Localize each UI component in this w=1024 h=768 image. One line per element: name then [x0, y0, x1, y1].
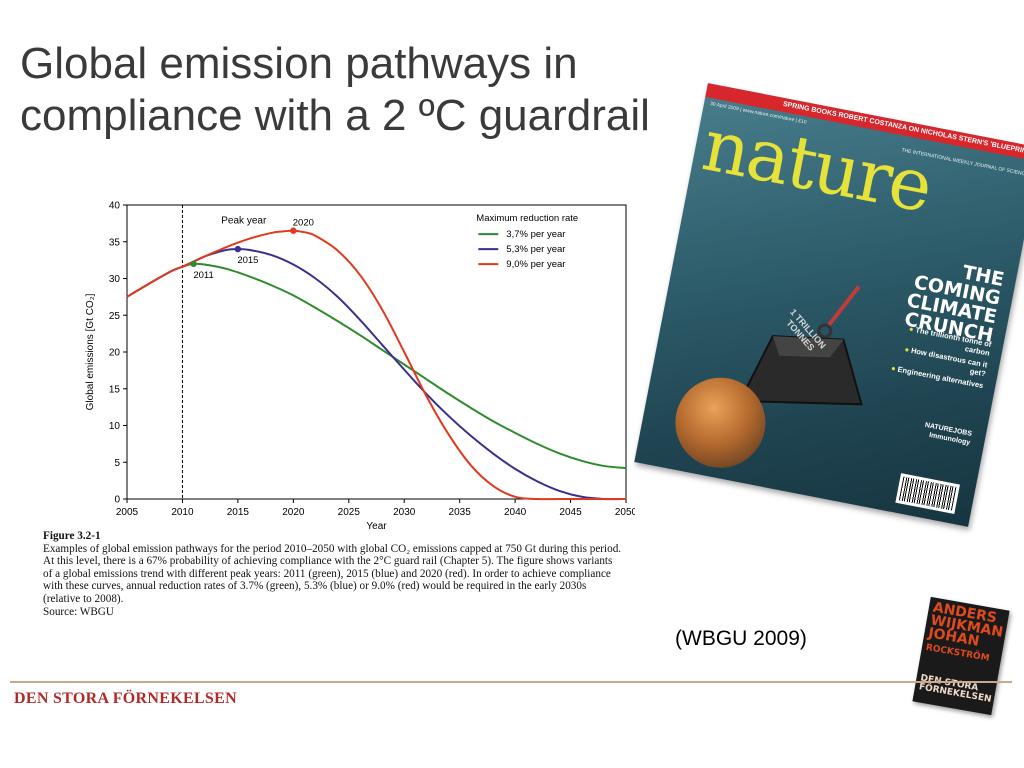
book-title: DEN STORA FÖRNEKELSEN [918, 673, 993, 704]
book-author-line: ROCKSTRÖM [925, 642, 991, 664]
legend-label-2: 5,3% per year [506, 244, 565, 255]
y-tick-label: 30 [109, 274, 121, 285]
peak-label-2011: 2011 [193, 270, 213, 281]
y-axis: 0 5 10 15 20 25 30 35 40 Global emissions [Gt CO₂… [85, 201, 127, 506]
footer-divider [10, 681, 1012, 683]
chart-legend: Maximum reduction rate 3,7% per year 5,3% … [476, 213, 578, 270]
peak-year-annotation: Peak year [221, 215, 267, 226]
caption-line: Examples of global emission pathways for… [43, 542, 622, 555]
slide-title: Global emission pathways in compliance w… [20, 38, 780, 142]
caption-line: (relative to 2008). [43, 592, 124, 605]
series-line-1 [126, 262, 627, 470]
y-tick-label: 10 [109, 421, 121, 432]
y-tick-label: 25 [109, 311, 121, 322]
peak-label-2015: 2015 [237, 255, 258, 266]
y-tick-label: 5 [114, 458, 120, 469]
y-tick-label: 40 [109, 201, 121, 212]
x-tick-label: 2005 [116, 507, 139, 518]
footer-brand: DEN STORA FÖRNEKELSEN [14, 690, 237, 707]
x-tick-label: 2030 [393, 507, 416, 518]
series-line-2 [126, 248, 627, 501]
series-line-3 [126, 229, 626, 501]
x-tick-label: 2050 [615, 507, 635, 518]
y-tick-label: 35 [109, 237, 121, 248]
peak-point-2015 [234, 245, 242, 253]
y-axis-label: Global emissions [Gt CO₂] [85, 293, 96, 410]
caption-title: Figure 3.2-1 [43, 530, 101, 542]
x-tick-label: 2015 [227, 507, 250, 518]
legend-title: Maximum reduction rate [476, 213, 578, 224]
peak-label-2020: 2020 [293, 218, 314, 229]
legend-label-3: 9,0% per year [506, 259, 565, 270]
slide-title-line-2: compliance with a 2 ºC guardrail [20, 91, 650, 140]
x-axis-label: Year [366, 521, 387, 532]
book-cover: ANDERS WIJKMAN JOHAN ROCKSTRÖM DEN STORA… [912, 596, 1010, 716]
caption-line: of a global emissions trend with differe… [43, 567, 611, 580]
emissions-chart: 0 5 10 15 20 25 30 35 40 Global emissions [Gt CO₂… [75, 195, 638, 535]
peak-markers: 2011 2015 2020 Peak year [190, 215, 314, 281]
x-tick-label: 2035 [449, 507, 472, 518]
peak-point-2011 [190, 260, 197, 267]
x-tick-label: 2010 [171, 507, 194, 518]
magazine-jobs: NATUREJOBS Immunology [922, 421, 972, 448]
y-tick-label: 15 [109, 384, 121, 395]
x-tick-label: 2025 [338, 507, 361, 518]
peak-point-2020 [290, 227, 297, 234]
citation: (WBGU 2009) [675, 627, 807, 650]
y-tick-label: 20 [109, 348, 121, 359]
nature-magazine-cover: SPRING BOOKS ROBERT COSTANZA ON NICHOLAS… [634, 83, 1024, 527]
x-tick-label: 2040 [504, 507, 527, 518]
caption-line: At this level, there is a 67% probabilit… [43, 555, 613, 568]
x-tick-label: 2020 [282, 507, 305, 518]
weight-illustration [738, 285, 863, 406]
barcode-icon [895, 473, 960, 515]
book-authors: ANDERS WIJKMAN JOHAN ROCKSTRÖM [925, 600, 1006, 667]
y-tick-label: 0 [114, 495, 120, 506]
x-tick-label: 2045 [559, 507, 582, 518]
figure-caption: Figure 3.2-1 Examples of global emission… [43, 530, 703, 618]
x-axis: 2005 2010 2015 2020 2025 2030 2035 2040 2045 2050… [116, 499, 638, 532]
caption-source: Source: WBGU [43, 605, 114, 618]
slide-title-line-1: Global emission pathways in [20, 39, 578, 88]
caption-line: with these curves, annual reduction rate… [43, 580, 587, 593]
legend-label-1: 3,7% per year [506, 229, 565, 240]
